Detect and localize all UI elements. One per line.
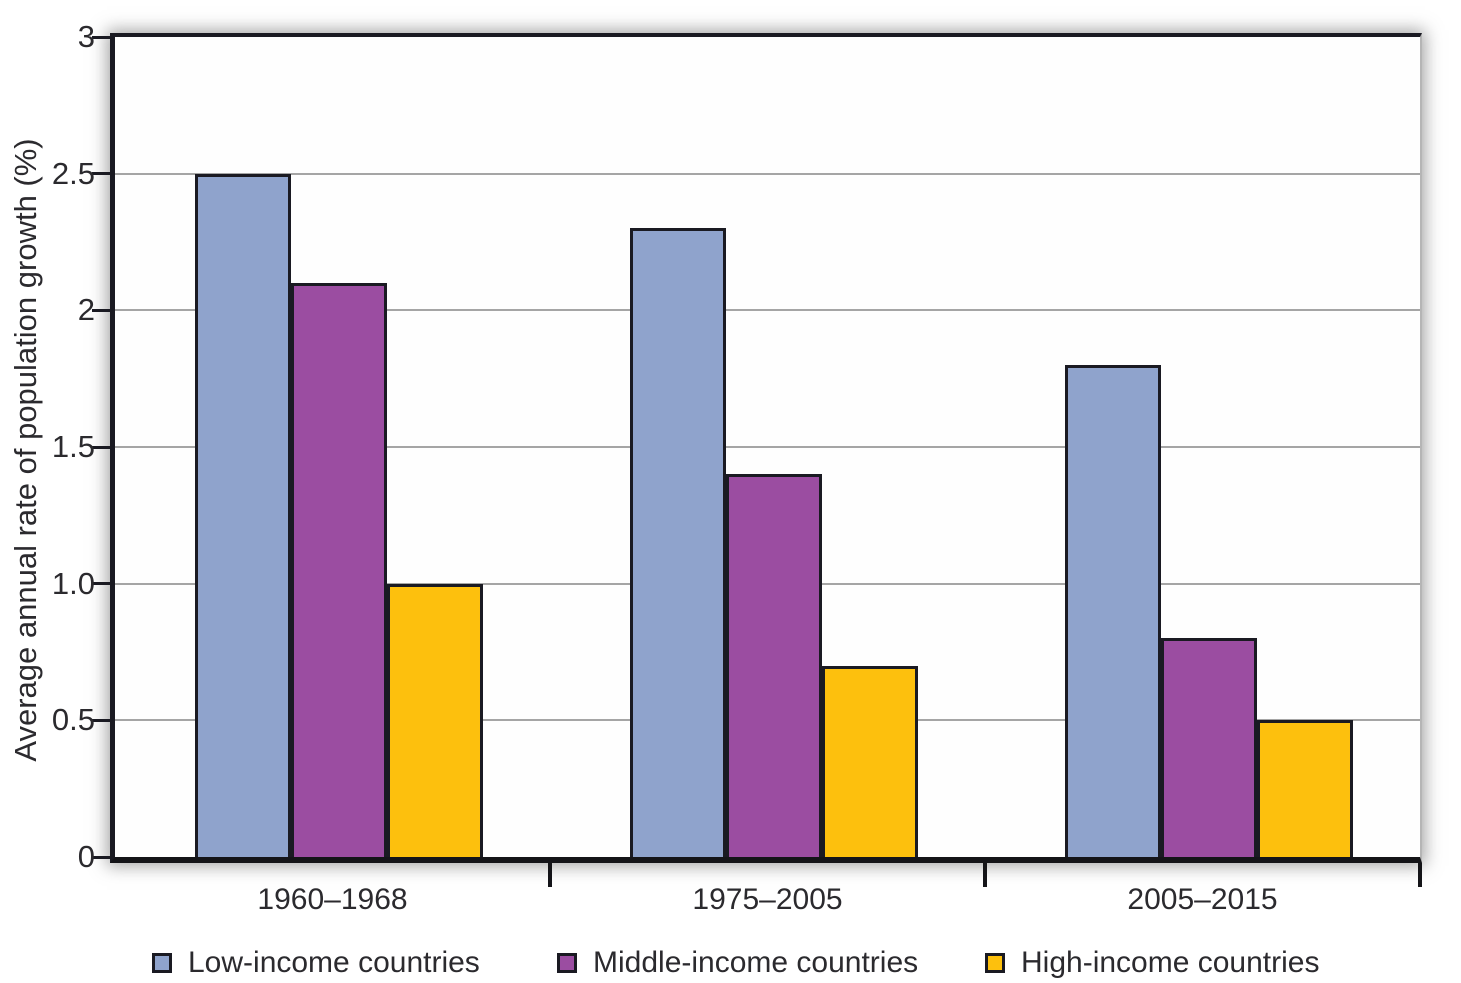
y-tick-label-2: 2 [77,292,95,328]
x-axis-label-1960-1968: 1960–1968 [257,883,408,916]
gridline-2-5 [115,172,1420,175]
y-tick-label-1-0: 1.0 [51,565,95,601]
y-tick-0 [92,855,114,859]
x-tick-2 [983,863,987,887]
bar-low-income-1975-2005 [630,228,726,857]
x-axis-label-2005-2015: 2005–2015 [1127,883,1278,916]
legend-swatch-high-income-countries [985,953,1005,973]
y-tick-3 [92,35,114,39]
x-axis-label-1975-2005: 1975–2005 [692,883,843,916]
bar-low-income-1960-1968 [195,174,291,857]
bar-middle-income-2005-2015 [1161,638,1257,857]
y-tick-2 [92,308,114,312]
y-tick-label-0: 0 [77,839,95,874]
bar-middle-income-1975-2005 [726,474,822,857]
y-tick-0-5 [92,718,114,722]
bar-high-income-1960-1968 [387,584,483,857]
y-tick-label-0-5: 0.5 [51,702,95,738]
plot-area [110,33,1422,863]
legend-swatch-middle-income-countries [557,953,577,973]
y-tick-1-5 [92,445,114,449]
bar-high-income-2005-2015 [1257,720,1353,857]
legend-item-middle-income-countries: Middle-income countries [557,946,918,980]
y-tick-label-2-5: 2.5 [51,155,95,191]
y-tick-2-5 [92,172,114,176]
bar-high-income-1975-2005 [822,666,918,857]
y-tick-label-3: 3 [77,19,95,54]
x-tick-1 [548,863,552,887]
legend-item-high-income-countries: High-income countries [985,946,1319,980]
legend-label-middle-income-countries: Middle-income countries [593,946,919,979]
y-tick-1-0 [92,582,114,586]
y-tick-label-1-5: 1.5 [51,429,95,464]
legend-swatch-low-income-countries [152,953,172,973]
legend-item-low-income-countries: Low-income countries [152,946,480,980]
legend-label-high-income-countries: High-income countries [1021,946,1320,979]
bar-low-income-2005-2015 [1065,365,1161,857]
legend-label-low-income-countries: Low-income countries [188,946,480,979]
x-tick-3 [1418,863,1422,887]
gridline-1-5 [115,446,1420,448]
gridline-2 [115,309,1420,312]
bar-middle-income-1960-1968 [291,283,387,857]
